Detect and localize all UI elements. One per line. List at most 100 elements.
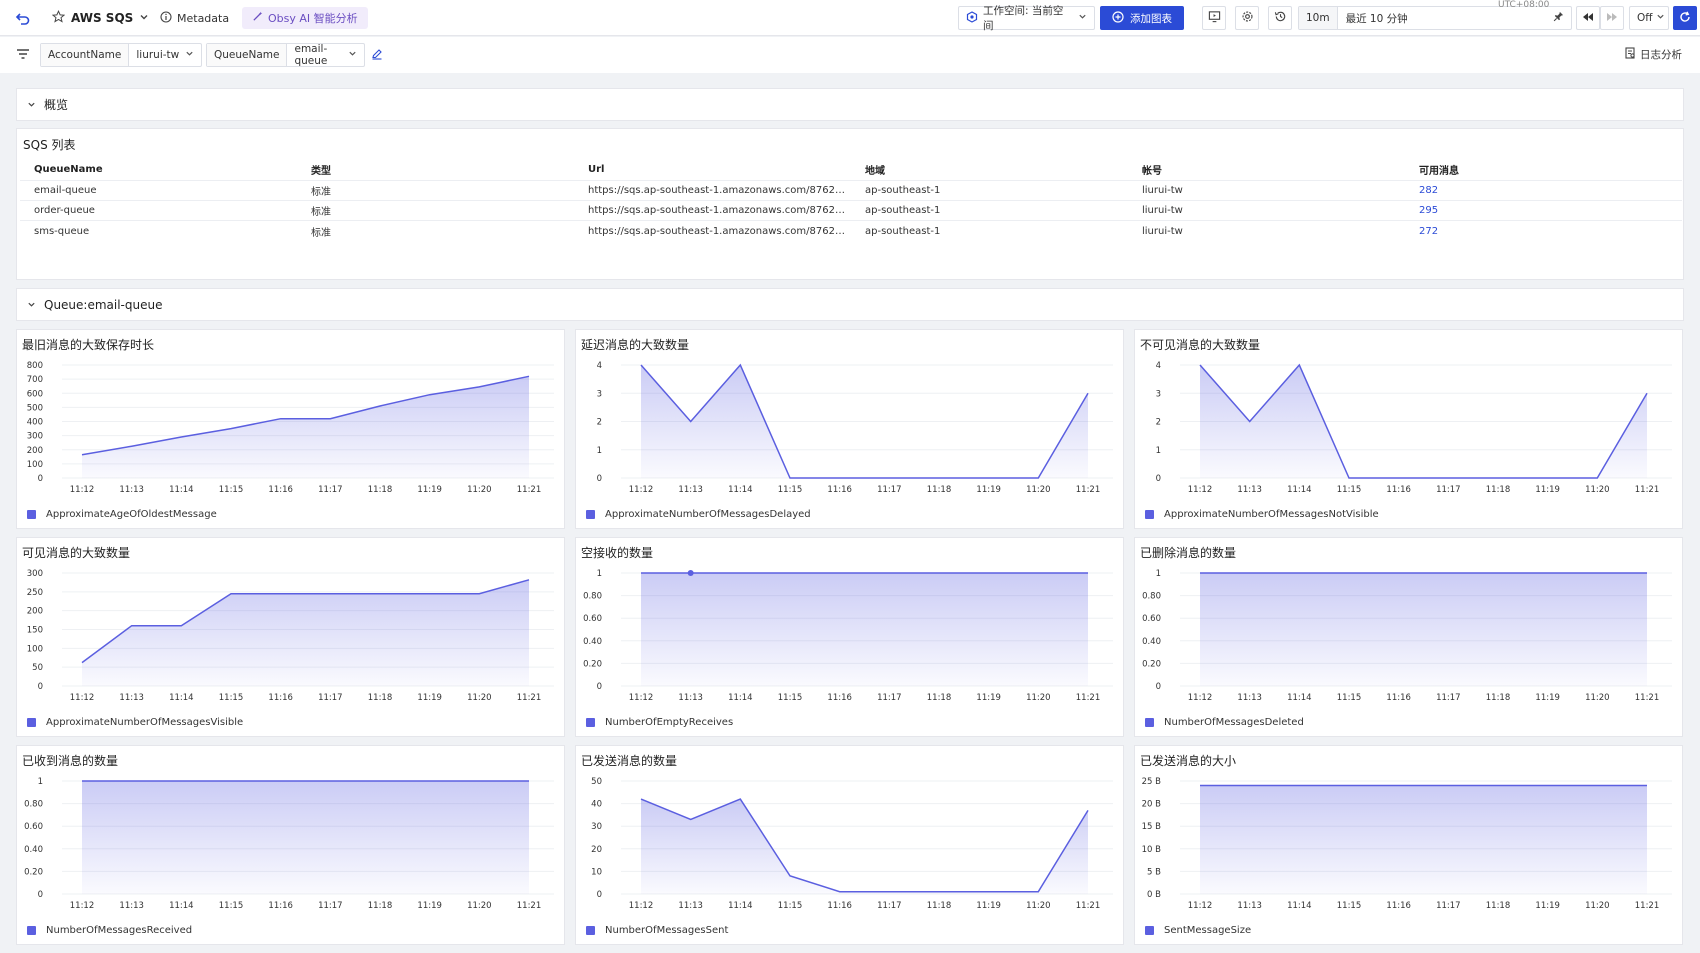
available-messages-link[interactable]: 282 — [1419, 185, 1439, 196]
chart-panel-age-oldest: 最旧消息的大致保存时长 800 700 600 500 400 300 200 100 0 11:… — [16, 329, 565, 529]
column-header[interactable]: 地域 — [865, 166, 885, 177]
chevron-down-icon — [348, 49, 357, 61]
log-analysis-button[interactable]: 日志分析 — [1625, 47, 1682, 62]
settings-button[interactable] — [1235, 6, 1259, 30]
time-forward-button[interactable] — [1600, 6, 1624, 30]
y-tick-label: 100 — [27, 460, 43, 470]
workspace-select[interactable]: 工作空间: 当前空间 — [958, 5, 1095, 32]
x-tick-label: 11:18 — [368, 485, 393, 495]
y-tick-label: 0.80 — [1142, 592, 1161, 602]
overview-section-label: 概览 — [44, 98, 69, 112]
chart-legend[interactable]: ApproximateNumberOfMessagesNotVisible — [1145, 509, 1379, 520]
table-row[interactable]: email-queue 标准 https://sqs.ap-southeast-… — [20, 181, 1682, 201]
legend-swatch — [1145, 926, 1154, 935]
chart-legend[interactable]: ApproximateNumberOfMessagesDelayed — [586, 509, 811, 520]
available-messages-link[interactable]: 272 — [1419, 225, 1439, 237]
series-line[interactable] — [81, 579, 530, 664]
overview-section-toggle[interactable]: 概览 — [16, 88, 1684, 121]
x-tick-label: 11:17 — [318, 901, 343, 911]
dashboard-title-group[interactable]: AWS SQS — [51, 0, 149, 36]
history-button[interactable] — [1268, 6, 1292, 30]
column-header[interactable]: QueueName — [34, 164, 103, 175]
x-tick-label: 11:12 — [629, 485, 654, 495]
x-tick-label: 11:17 — [877, 485, 902, 495]
x-tick-label: 11:19 — [417, 901, 442, 911]
chart-legend[interactable]: NumberOfMessagesDeleted — [1145, 717, 1304, 728]
chart-title: 已收到消息的数量 — [22, 754, 119, 768]
star-icon[interactable] — [51, 10, 66, 26]
table-row[interactable]: order-queue 标准 https://sqs.ap-southeast-… — [20, 201, 1682, 221]
auto-refresh-value: Off — [1637, 12, 1653, 24]
chart-age-oldest-message[interactable]: 800 700 600 500 400 300 200 100 0 11:12 11:13 11:14… — [17, 356, 566, 496]
available-messages-link[interactable]: 295 — [1419, 205, 1439, 216]
x-tick-label: 11:18 — [927, 693, 952, 703]
series-line[interactable] — [1199, 363, 1648, 479]
table-row[interactable]: sms-queue 标准 https://sqs.ap-southeast-1.… — [20, 221, 1682, 241]
metadata-button[interactable]: Metadata — [160, 0, 229, 36]
x-tick-label: 11:20 — [467, 485, 492, 495]
chart-legend[interactable]: SentMessageSize — [1145, 925, 1251, 936]
add-chart-button[interactable]: 添加图表 — [1100, 6, 1184, 30]
x-tick-label: 11:14 — [1287, 485, 1312, 495]
column-header[interactable]: 可用消息 — [1419, 166, 1459, 177]
back-icon[interactable] — [12, 7, 34, 29]
series-line[interactable] — [640, 798, 1089, 893]
time-range-picker[interactable]: 10m 最近 10 分钟 — [1298, 6, 1572, 30]
x-tick-label: 11:13 — [119, 485, 144, 495]
queue-filter[interactable]: QueueName email-queue — [206, 43, 365, 67]
chart-legend[interactable]: NumberOfMessagesReceived — [27, 925, 192, 936]
chart-legend[interactable]: NumberOfEmptyReceives — [586, 717, 733, 728]
chart-messages-deleted[interactable]: 1 0.80 0.60 0.40 0.20 0 11:12 11:13 11:14 11:15 11… — [1135, 564, 1684, 704]
chevron-down-icon — [185, 49, 194, 61]
chart-legend[interactable]: ApproximateAgeOfOldestMessage — [27, 509, 217, 520]
chart-legend[interactable]: ApproximateNumberOfMessagesVisible — [27, 717, 243, 728]
pin-icon[interactable] — [1553, 11, 1571, 25]
present-mode-button[interactable] — [1202, 6, 1226, 30]
x-tick-label: 11:20 — [1026, 901, 1051, 911]
chart-panel-sent-size: 已发送消息的大小 25 B 20 B 15 B 10 B 5 B 0 B 11:12 11:1… — [1134, 745, 1683, 945]
edit-filter-icon[interactable] — [371, 48, 383, 63]
data-point[interactable] — [687, 570, 694, 576]
queue-section-toggle[interactable]: Queue:email-queue — [16, 288, 1684, 321]
queue-filter-select[interactable]: email-queue — [287, 43, 364, 67]
refresh-icon — [1679, 11, 1691, 26]
x-tick-label: 11:16 — [268, 901, 293, 911]
chart-empty-receives[interactable]: 1 0.80 0.60 0.40 0.20 0 11:12 11:13 11:14 11:15 11… — [576, 564, 1125, 704]
column-header[interactable]: 类型 — [311, 166, 331, 177]
chart-messages-received[interactable]: 1 0.80 0.60 0.40 0.20 0 11:12 11:13 11:14 11:15 11… — [17, 772, 566, 912]
x-tick-label: 11:20 — [467, 693, 492, 703]
time-back-button[interactable] — [1576, 6, 1600, 30]
y-tick-label: 5 B — [1147, 867, 1161, 877]
queue-url-cell: https://sqs.ap-southeast-1.amazonaws.com… — [588, 185, 851, 196]
chart-messages-not-visible[interactable]: 4 3 2 1 0 11:12 11:13 11:14 11:15 11:16 11:17 11:18… — [1135, 356, 1684, 496]
column-header[interactable]: 帐号 — [1142, 166, 1162, 177]
x-tick-label: 11:15 — [219, 485, 244, 495]
auto-refresh-select[interactable]: Off — [1629, 6, 1669, 30]
y-tick-label: 10 B — [1142, 845, 1162, 855]
chart-messages-visible[interactable]: 300 250 200 150 100 50 0 11:12 11:13 11:14 11:15 11… — [17, 564, 566, 704]
x-tick-label: 11:19 — [417, 485, 442, 495]
queue-filter-value: email-queue — [294, 43, 328, 67]
ai-analysis-button[interactable]: Obsy AI 智能分析 — [242, 7, 368, 29]
series-line[interactable] — [81, 375, 530, 456]
chevron-down-icon — [27, 98, 36, 112]
x-tick-label: 11:21 — [1635, 693, 1660, 703]
chart-title: 已删除消息的数量 — [1140, 546, 1237, 560]
y-tick-label: 0.40 — [583, 637, 602, 647]
filter-icon[interactable] — [16, 48, 30, 63]
account-filter-select[interactable]: liurui-tw — [129, 44, 201, 66]
chart-messages-delayed[interactable]: 4 3 2 1 0 11:12 11:13 11:14 11:15 11:16 11:17 11:18… — [576, 356, 1125, 496]
x-tick-label: 11:13 — [1237, 693, 1262, 703]
refresh-button[interactable] — [1673, 6, 1697, 30]
legend-label: NumberOfEmptyReceives — [605, 717, 734, 728]
y-tick-label: 0 — [38, 682, 43, 692]
account-filter[interactable]: AccountName liurui-tw — [40, 43, 202, 67]
column-header[interactable]: Url — [588, 164, 605, 175]
series-line[interactable] — [640, 363, 1089, 479]
ai-analysis-label: Obsy AI 智能分析 — [268, 12, 358, 25]
y-tick-label: 600 — [27, 389, 43, 399]
chart-messages-sent[interactable]: 50 40 30 20 10 0 11:12 11:13 11:14 11:15 11:16 11:1… — [576, 772, 1125, 912]
chart-legend[interactable]: NumberOfMessagesSent — [586, 925, 728, 936]
x-tick-label: 11:19 — [417, 693, 442, 703]
chart-sent-message-size[interactable]: 25 B 20 B 15 B 10 B 5 B 0 B 11:12 11:13 11:14 11:… — [1135, 772, 1684, 912]
